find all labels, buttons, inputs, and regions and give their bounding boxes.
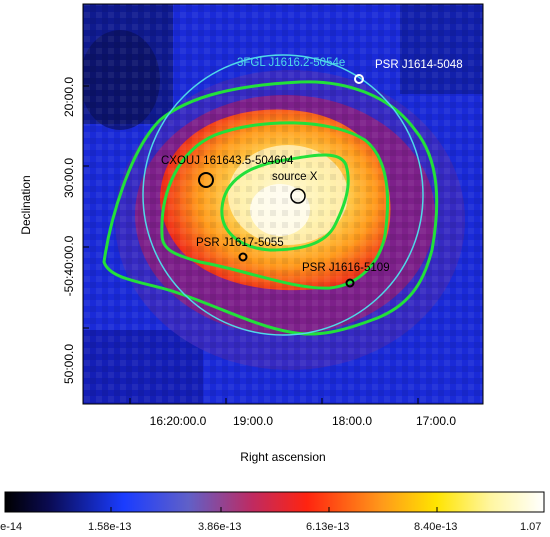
y-tick-label: 30:00.0 xyxy=(62,158,76,198)
sky-image xyxy=(83,4,483,404)
contour-middle xyxy=(160,121,390,290)
source-x-marker xyxy=(290,188,306,204)
y-axis-title: Declination xyxy=(19,175,33,234)
map-frame xyxy=(82,3,484,405)
colorbar-tick-label: 1.58e-13 xyxy=(88,521,132,533)
psr-j1614-marker xyxy=(354,74,364,84)
label-psr-j1616: PSR J1616-5109 xyxy=(302,262,390,274)
colorbar-tick-label: 1.07 xyxy=(520,521,542,533)
x-tick-label: 18:00.0 xyxy=(332,414,372,428)
label-cxou: CXOUJ 161643.5-504604 xyxy=(161,155,294,167)
label-source-x: source X xyxy=(272,171,318,183)
colorbar-ticks xyxy=(110,507,438,512)
contour-inner xyxy=(220,153,350,252)
colorbar-tick-label: 8.40e-13 xyxy=(414,521,458,533)
label-psr-j1614: PSR J1614-5048 xyxy=(375,59,463,71)
colorbar-tick-label: 6.13e-13 xyxy=(306,521,350,533)
label-psr-j1617: PSR J1617-5055 xyxy=(196,237,284,249)
colorbar xyxy=(4,491,545,513)
y-tick-label: 20:00.0 xyxy=(62,77,76,117)
colorbar-tick-label: 3.86e-13 xyxy=(198,521,242,533)
psr-j1616-marker xyxy=(345,278,355,288)
contours xyxy=(102,80,439,336)
x-axis-title: Right ascension xyxy=(240,450,325,464)
psr-j1617-marker xyxy=(238,252,248,262)
x-tick-label: 19:00.0 xyxy=(233,414,273,428)
y-tick-label: 50:00.0 xyxy=(62,344,76,384)
axis-ticks xyxy=(83,85,419,404)
label-3fgl: 3FGL J1616.2-5054e xyxy=(237,57,345,69)
x-tick-label: 16:20:00.0 xyxy=(150,414,207,428)
x-tick-label: 17:00.0 xyxy=(416,414,456,428)
colorbar-tick-label: 5e-14 xyxy=(0,521,23,533)
contour-outer xyxy=(102,80,439,336)
3fgl-circle-marker xyxy=(142,54,424,336)
cxou-marker xyxy=(198,172,214,188)
y-tick-label: -50:40:00.0 xyxy=(62,235,76,296)
